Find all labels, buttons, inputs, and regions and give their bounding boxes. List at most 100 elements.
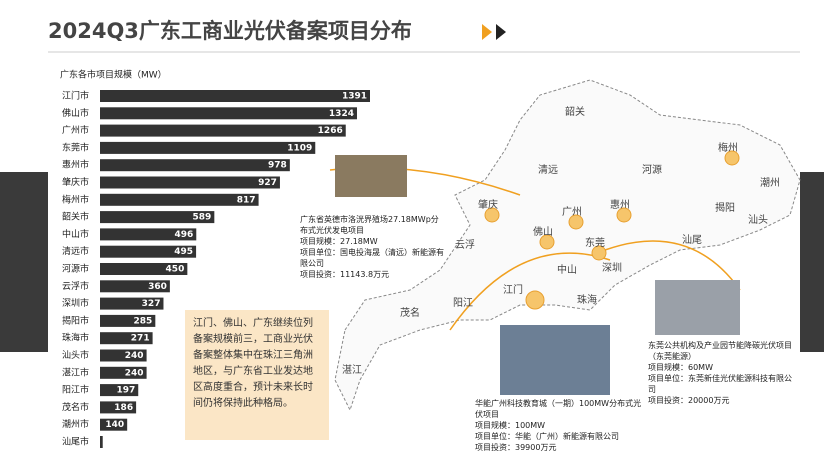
value-label: 978: [268, 161, 287, 171]
bar: [100, 176, 280, 189]
bar: [100, 280, 170, 293]
project-name: 华能广州科技教育城（一期）100MW分布式光伏项目: [475, 399, 642, 419]
category-label: 韶关市: [62, 211, 89, 223]
project-name: 东莞公共机构及产业园节能降碳光伏项目（东莞能源）: [648, 341, 792, 361]
value-label: 450: [166, 265, 185, 275]
bar: [100, 90, 370, 102]
value-label: 240: [125, 368, 144, 378]
summary-box: 江门、佛山、广东继续位列备案规模前三，工商业光伏备案整体集中在珠江三角洲地区，与…: [185, 310, 329, 440]
city-marker: [724, 150, 740, 166]
city-label: 惠州: [610, 198, 630, 211]
value-label: 817: [237, 195, 256, 205]
value-label: 140: [105, 420, 124, 430]
bar: [100, 384, 139, 397]
category-label: 深圳市: [62, 297, 89, 309]
category-label: 广州市: [62, 124, 89, 136]
city-label: 河源: [642, 163, 662, 176]
project-name: 广东省英德市洛洸界殖场27.18MWp分布式光伏发电项目: [300, 215, 439, 235]
category-label: 汕头市: [62, 349, 89, 361]
project-photo: [500, 325, 610, 395]
project-investment: 项目投资：20000万元: [648, 396, 730, 405]
category-label: 汕尾市: [62, 436, 89, 448]
bar: [100, 263, 188, 275]
bar: [100, 332, 153, 345]
category-label: 湛江市: [62, 366, 89, 378]
city-marker: [568, 214, 584, 230]
project-scale: 项目规模：27.18MW: [300, 237, 378, 246]
value-label: 271: [131, 334, 150, 344]
city-label: 湛江: [342, 364, 362, 376]
category-label: 河源市: [62, 263, 89, 275]
bar: [100, 193, 259, 206]
category-label: 惠州市: [62, 159, 89, 171]
value-label: 495: [174, 247, 193, 257]
project-investment: 项目投资：11143.8万元: [300, 270, 390, 279]
project-info: 东莞公共机构及产业园节能降碳光伏项目（东莞能源） 项目规模：60MW 项目单位：…: [648, 340, 798, 406]
bar: [100, 124, 346, 137]
bar: [100, 159, 290, 172]
value-label: 285: [134, 316, 153, 326]
city-label: 中山: [557, 263, 577, 276]
city-label: 江门: [503, 283, 523, 296]
value-label: 1391: [342, 92, 367, 102]
city-marker: [539, 234, 555, 250]
category-label: 中山市: [62, 228, 89, 240]
category-label: 江门市: [62, 90, 89, 102]
value-label: 1266: [318, 126, 343, 136]
project-unit: 项目单位：国电投海晟（清远）新能源有限公司: [300, 248, 444, 268]
category-label: 潮州市: [62, 418, 89, 430]
city-label: 佛山: [533, 225, 553, 238]
city-label: 茂名: [400, 306, 420, 319]
side-band: [0, 172, 48, 352]
value-label: 1324: [329, 109, 354, 119]
category-label: 肇庆市: [62, 176, 89, 188]
value-label: 360: [148, 282, 167, 292]
connector: [604, 240, 741, 291]
value-label: 186: [114, 403, 133, 413]
connector: [449, 252, 611, 331]
category-label: 揭阳市: [62, 314, 89, 326]
city-label: 肇庆: [478, 198, 498, 211]
city-marker: [525, 290, 545, 310]
bar: [100, 314, 156, 327]
bar: [100, 418, 128, 431]
city-label: 珠海: [577, 293, 597, 306]
project-info: 广东省英德市洛洸界殖场27.18MWp分布式光伏发电项目 项目规模：27.18M…: [300, 214, 445, 280]
value-label: 1109: [287, 143, 312, 153]
city-label: 清远: [538, 163, 558, 176]
city-label: 深圳: [602, 262, 622, 274]
bar: [100, 366, 147, 379]
arrow: [496, 24, 506, 40]
category-label: 阳江市: [62, 384, 89, 396]
bar: [100, 436, 103, 448]
value-label: 14: [87, 438, 100, 448]
city-label: 阳江: [453, 297, 473, 309]
category-label: 梅州市: [62, 193, 89, 205]
category-label: 茂名市: [62, 401, 89, 413]
bar: [100, 228, 197, 241]
arrow: [482, 24, 492, 40]
project-unit: 项目单位：东莞新佳光伏能源科技有限公司: [648, 374, 792, 394]
category-label: 珠海市: [62, 332, 89, 344]
bar: [100, 245, 197, 258]
value-label: 589: [193, 213, 212, 223]
city-label: 广州: [562, 206, 582, 218]
city-label: 云浮: [455, 239, 475, 251]
category-label: 佛山市: [62, 107, 89, 119]
category-label: 清远市: [62, 245, 89, 257]
value-label: 496: [174, 230, 193, 240]
value-label: 927: [258, 178, 277, 188]
project-scale: 项目规模：60MW: [648, 363, 713, 372]
project-investment: 项目投资：39900万元: [475, 443, 557, 452]
value-label: 327: [142, 299, 161, 309]
city-label: 汕尾: [682, 234, 702, 246]
city-marker: [484, 207, 500, 223]
city-marker: [616, 207, 632, 223]
bar: [100, 107, 357, 120]
map-outline: [334, 79, 801, 412]
value-label: 240: [125, 351, 144, 361]
bar: [100, 349, 147, 362]
project-info: 华能广州科技教育城（一期）100MW分布式光伏项目 项目规模：100MW 项目单…: [475, 398, 645, 453]
